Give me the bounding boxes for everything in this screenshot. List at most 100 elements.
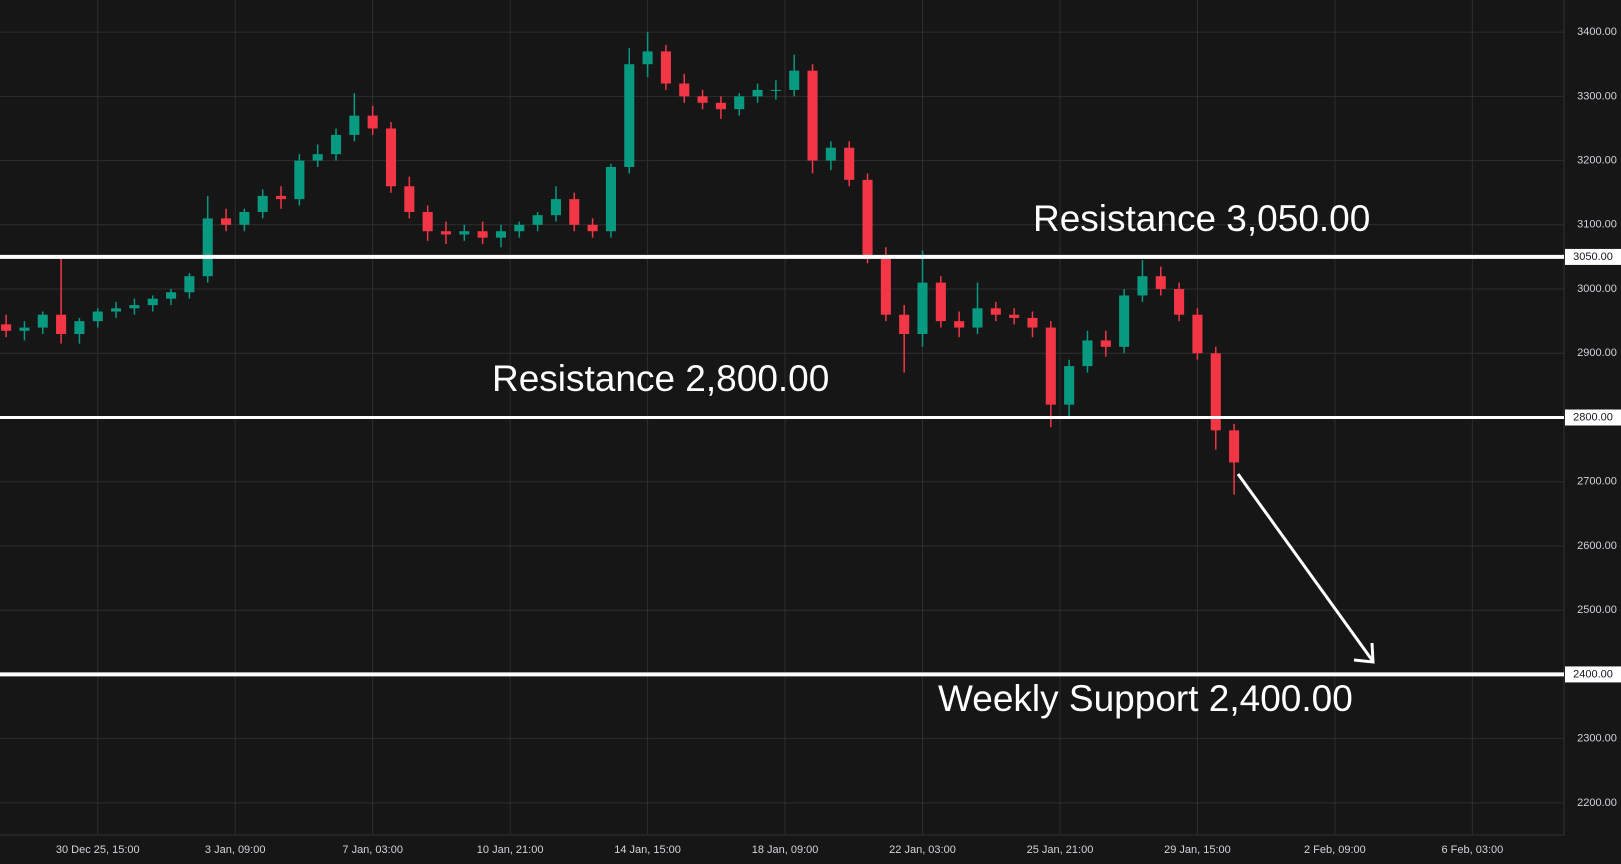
candle-body <box>532 215 543 225</box>
candle-body <box>752 89 763 97</box>
y-tick-label: 2700.00 <box>1577 476 1617 488</box>
candle-body <box>221 218 232 225</box>
candle-body <box>899 314 910 334</box>
level-axis-label: 2800.00 <box>1573 411 1613 423</box>
candle-body <box>349 115 360 135</box>
candle-body <box>239 211 250 225</box>
candle-body <box>56 314 67 334</box>
candle-body <box>844 147 855 180</box>
y-tick-label: 3300.00 <box>1577 90 1617 102</box>
candle-body <box>789 70 800 90</box>
level-axis-label: 2400.00 <box>1573 668 1613 680</box>
level-axis-label: 3050.00 <box>1573 251 1613 263</box>
candle-body <box>1009 314 1020 318</box>
arrow-head <box>1353 642 1375 664</box>
candles <box>1 32 1240 495</box>
y-tick-label: 3000.00 <box>1577 283 1617 295</box>
axes: 2200.00 2300.00 2500.00 2600.00 2700.00 2900.… <box>56 26 1621 856</box>
candle-body <box>74 321 85 334</box>
x-tick-label: 6 Feb, 03:00 <box>1441 844 1503 856</box>
candle-body <box>1192 314 1203 354</box>
y-tick-label: 2300.00 <box>1577 733 1617 745</box>
x-tick-label: 25 Jan, 21:00 <box>1027 844 1094 856</box>
candle-body <box>954 321 965 328</box>
arrow-shaft <box>1236 473 1374 661</box>
candle-body <box>880 256 891 315</box>
candle-body <box>679 83 690 97</box>
candle-body <box>715 102 726 110</box>
candle-body <box>1119 295 1130 347</box>
x-tick-label: 22 Jan, 03:00 <box>889 844 956 856</box>
candle-body <box>202 218 213 277</box>
y-tick-label: 3400.00 <box>1577 26 1617 38</box>
candle-body <box>367 115 378 129</box>
x-tick-label: 29 Jan, 15:00 <box>1164 844 1231 856</box>
candle-body <box>935 282 946 322</box>
x-tick-label: 10 Jan, 21:00 <box>477 844 544 856</box>
y-tick-label: 3200.00 <box>1577 154 1617 166</box>
candle-body <box>770 89 781 91</box>
y-tick-label: 2200.00 <box>1577 797 1617 809</box>
level-axis-box <box>1565 666 1621 683</box>
candle-body <box>1229 430 1240 463</box>
x-tick-label: 30 Dec 25, 15:00 <box>56 844 140 856</box>
x-tick-label: 7 Jan, 03:00 <box>342 844 403 856</box>
candle-body <box>1174 289 1185 315</box>
candle-body <box>1045 327 1056 405</box>
candle-body <box>1100 340 1111 347</box>
candle-body <box>111 308 122 312</box>
candle-body <box>1210 353 1221 431</box>
candle-body <box>275 195 287 200</box>
candle-body <box>166 292 177 299</box>
candle-body <box>825 147 836 161</box>
candle-body <box>19 327 30 331</box>
level-annotation: Resistance 3,050.00 <box>1033 198 1370 239</box>
level-axis-box <box>1565 248 1621 265</box>
candle-body <box>37 314 48 328</box>
candle-body <box>1137 276 1148 296</box>
y-tick-label: 2500.00 <box>1577 604 1617 616</box>
arrow <box>1236 473 1375 664</box>
y-tick-label: 2600.00 <box>1577 540 1617 552</box>
candle-body <box>92 311 103 322</box>
level-annotation: Weekly Support 2,400.00 <box>938 678 1353 719</box>
candle-body <box>294 160 305 200</box>
candle-body <box>184 276 195 293</box>
candle-body <box>1 324 12 331</box>
candle-body <box>147 298 158 306</box>
candle-body <box>440 231 452 235</box>
candle-body <box>459 231 470 235</box>
level-axis-box <box>1565 409 1621 426</box>
x-tick-label: 3 Jan, 09:00 <box>205 844 266 856</box>
candle-body <box>1027 317 1038 328</box>
candle-body <box>605 167 616 232</box>
candle-body <box>587 224 598 232</box>
candle-body <box>1064 366 1075 405</box>
levels: Resistance 3,050.00 Resistance 2,800.00 We… <box>0 198 1564 719</box>
candle-body <box>569 199 580 225</box>
candle-body <box>734 96 745 110</box>
candle-body <box>257 195 268 212</box>
y-tick-label: 3100.00 <box>1577 219 1617 231</box>
candle-body <box>990 308 1001 315</box>
candle-body <box>312 154 323 161</box>
x-tick-label: 2 Feb, 09:00 <box>1304 844 1366 856</box>
candle-body <box>862 179 873 257</box>
candle-body <box>642 51 653 65</box>
candle-body <box>1082 340 1093 367</box>
candle-body <box>385 128 397 187</box>
candle-body <box>917 282 928 334</box>
candle-body <box>1155 276 1166 290</box>
x-tick-label: 14 Jan, 15:00 <box>614 844 681 856</box>
candle-body <box>422 211 433 232</box>
candle-body <box>660 51 671 84</box>
candle-body <box>330 134 342 155</box>
candle-body <box>129 305 140 309</box>
candle-body <box>477 231 488 238</box>
candle-body <box>550 199 561 216</box>
candle-body <box>514 224 525 232</box>
candle-body <box>972 308 983 328</box>
candle-body <box>807 70 818 161</box>
